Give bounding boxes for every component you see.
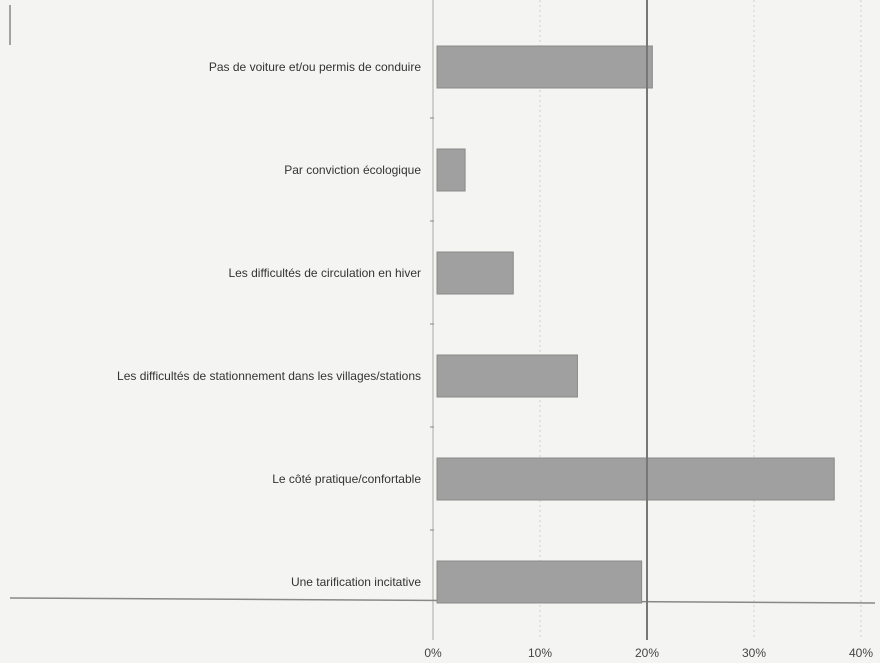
category-labels: Pas de voiture et/ou permis de conduire P… <box>117 60 421 589</box>
bars <box>430 45 835 604</box>
axes <box>9 0 876 640</box>
x-tick-label-2: 20% <box>635 646 659 660</box>
bar-3 <box>436 354 578 398</box>
bar-1 <box>436 148 466 192</box>
x-tick-label-0: 0% <box>424 646 442 660</box>
x-tick-label-3: 30% <box>742 646 766 660</box>
bar-5 <box>436 560 643 604</box>
category-label-3: Les difficultés de stationnement dans le… <box>117 369 421 383</box>
bar-0 <box>436 45 653 89</box>
x-tick-label-4: 40% <box>849 646 873 660</box>
x-tick-label-1: 10% <box>528 646 552 660</box>
category-label-0: Pas de voiture et/ou permis de conduire <box>209 60 421 74</box>
x-tick-labels: 0% 10% 20% 30% 40% <box>424 646 873 660</box>
category-label-5: Une tarification incitative <box>291 575 421 589</box>
category-label-4: Le côté pratique/confortable <box>272 472 421 486</box>
category-label-1: Par conviction écologique <box>284 163 421 177</box>
gridlines <box>539 0 862 640</box>
bar-4 <box>436 457 835 501</box>
category-label-2: Les difficultés de circulation en hiver <box>228 266 421 280</box>
bar-2 <box>436 251 514 295</box>
